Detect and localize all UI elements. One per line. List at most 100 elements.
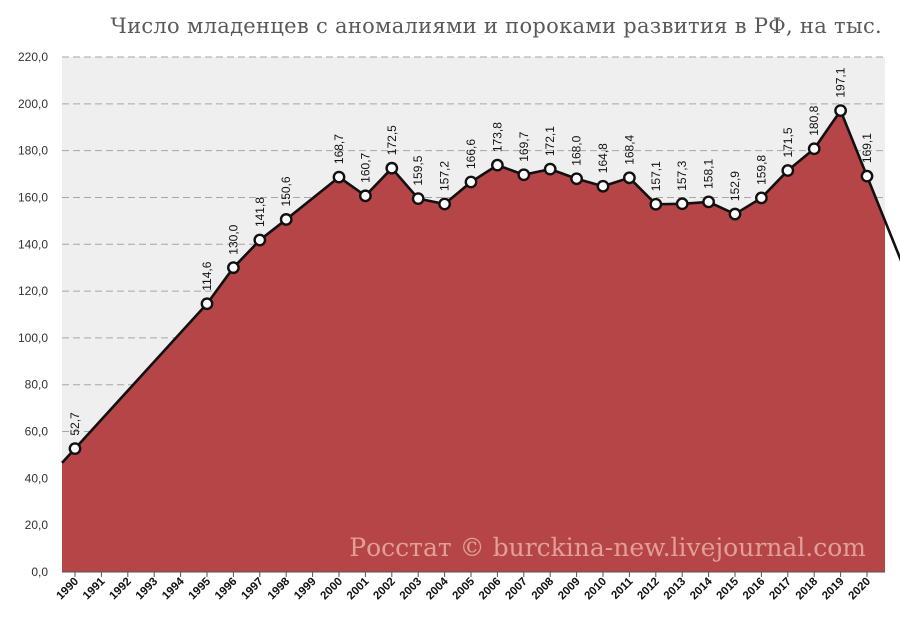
- data-point: [623, 171, 636, 185]
- data-label: 52,7: [68, 412, 82, 436]
- data-label: 157,3: [675, 160, 689, 190]
- x-tick-label: 1996: [213, 576, 240, 603]
- y-tick-label: 120,0: [18, 284, 48, 298]
- x-tick-label: 2009: [556, 576, 583, 603]
- data-label: 172,1: [543, 126, 557, 156]
- data-label: 173,8: [490, 122, 504, 152]
- data-label: 150,6: [279, 176, 293, 206]
- data-label: 114,6: [200, 261, 214, 290]
- x-tick-label: 2011: [609, 575, 636, 602]
- x-tick-label: 2010: [583, 576, 610, 603]
- data-point: [253, 233, 267, 247]
- y-tick-label: 220,0: [18, 50, 48, 64]
- x-tick-label: 1990: [55, 576, 82, 603]
- x-axis: 1990 1991 1992 1993 1994 1995 1996 1997 1998 1999…: [55, 572, 874, 603]
- y-axis: 0,0 20,0 40,0 60,0 80,0 100,0 120,0 140,0 160,0 1…: [18, 50, 48, 579]
- y-tick-label: 40,0: [25, 471, 49, 485]
- data-label: 166,6: [464, 139, 478, 169]
- x-tick-label: 2003: [398, 576, 425, 603]
- data-point: [438, 197, 451, 211]
- data-point: [226, 261, 240, 275]
- x-tick-label: 2007: [503, 576, 530, 603]
- data-labels: 52,7 114,6 130,0 141,8 150,6 168,7 160,7 172,5 1…: [68, 67, 874, 435]
- chart-title: Число младенцев с аномалиями и пороками …: [110, 14, 882, 38]
- data-label: 159,8: [754, 155, 768, 185]
- data-label: 168,0: [570, 135, 584, 165]
- data-label: 164,8: [596, 143, 610, 173]
- x-tick-label: 1995: [187, 575, 214, 602]
- area-fill: [62, 110, 885, 573]
- x-tick-label: 2020: [847, 576, 874, 603]
- data-point: [807, 142, 821, 156]
- x-tick-label: 2004: [424, 575, 451, 602]
- x-tick-label: 1999: [292, 576, 319, 603]
- data-point: [781, 164, 795, 177]
- data-label: 169,7: [517, 131, 531, 161]
- data-point: [860, 169, 874, 183]
- x-tick-label: 2005: [451, 575, 478, 602]
- data-point: [570, 172, 583, 186]
- x-tick-label: 1994: [160, 575, 187, 602]
- x-tick-label: 2018: [794, 575, 821, 602]
- data-label: 141,8: [253, 197, 267, 227]
- data-point: [332, 170, 346, 184]
- x-tick-label: 1992: [107, 576, 134, 603]
- y-tick-label: 160,0: [18, 190, 48, 204]
- data-point: [834, 104, 847, 118]
- data-point: [490, 158, 504, 172]
- x-tick-label: 2013: [662, 576, 689, 603]
- data-label: 152,9: [728, 171, 742, 201]
- x-tick-label: 1997: [239, 576, 266, 603]
- x-tick-label: 2001: [345, 575, 372, 602]
- data-point: [728, 207, 742, 221]
- y-tick-label: 80,0: [25, 378, 49, 392]
- data-point: [200, 297, 214, 311]
- data-label: 169,1: [860, 133, 874, 163]
- data-point: [517, 168, 531, 182]
- y-tick-label: 60,0: [25, 425, 49, 439]
- data-point: [702, 195, 715, 209]
- data-point: [755, 191, 768, 205]
- data-label: 160,7: [358, 152, 372, 182]
- x-tick-label: 2006: [477, 576, 504, 603]
- data-label: 157,2: [438, 161, 452, 191]
- x-tick-label: 2017: [767, 576, 794, 603]
- x-tick-label: 2019: [820, 576, 847, 603]
- data-label: 159,5: [411, 155, 425, 185]
- y-tick-label: 0,0: [31, 565, 48, 579]
- x-tick-label: 2002: [371, 576, 398, 603]
- x-tick-label: 2014: [688, 575, 715, 602]
- y-tick-label: 100,0: [18, 331, 48, 345]
- x-tick-label: 1991: [81, 575, 108, 602]
- data-point: [279, 213, 293, 226]
- data-point: [358, 189, 372, 203]
- data-label: 168,7: [332, 134, 346, 164]
- x-tick-label: 1998: [266, 575, 293, 602]
- y-tick-label: 200,0: [18, 97, 48, 111]
- data-point: [411, 192, 425, 206]
- data-label: 197,1: [834, 67, 848, 97]
- data-markers: [68, 104, 874, 456]
- data-point: [543, 162, 557, 176]
- x-tick-label: 2008: [530, 575, 557, 602]
- x-tick-label: 2016: [741, 576, 768, 603]
- data-label: 130,0: [226, 224, 240, 254]
- data-label: 168,4: [622, 134, 636, 164]
- x-tick-label: 2000: [319, 576, 346, 603]
- data-point: [596, 179, 610, 193]
- data-point: [464, 175, 478, 189]
- series-line: [61, 109, 900, 464]
- x-tick-label: 1993: [134, 576, 161, 603]
- data-point: [385, 161, 399, 175]
- y-tick-label: 180,0: [18, 144, 48, 158]
- data-point: [68, 442, 82, 456]
- data-label: 180,8: [807, 105, 821, 135]
- x-tick-label: 2015: [715, 575, 742, 602]
- data-label: 172,5: [385, 125, 399, 155]
- data-point: [675, 197, 689, 211]
- y-tick-label: 140,0: [18, 237, 48, 251]
- watermark: Росстат © burckina-new.livejournal.com: [349, 533, 866, 562]
- data-label: 171,5: [781, 127, 795, 157]
- x-tick-label: 2012: [635, 576, 662, 603]
